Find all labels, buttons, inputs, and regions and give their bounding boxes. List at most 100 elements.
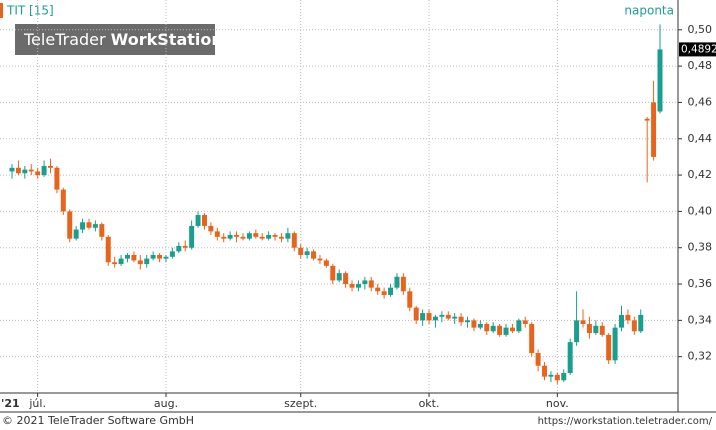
- candle-body: [651, 102, 657, 157]
- candle-body: [221, 236, 227, 239]
- candle-body: [574, 320, 580, 343]
- candle-body: [272, 235, 278, 237]
- candle-body: [60, 189, 66, 212]
- candle-body: [542, 365, 548, 377]
- candle-body: [118, 258, 124, 265]
- candle-body: [490, 325, 496, 332]
- candle-body: [458, 316, 464, 323]
- candle-body: [413, 307, 419, 321]
- y-tick-label: 0,42: [688, 168, 713, 181]
- candle-body: [503, 327, 509, 335]
- candle-body: [381, 291, 387, 295]
- candle-body: [445, 314, 451, 319]
- year-label: '21: [1, 397, 20, 410]
- last-price-box: [679, 42, 716, 57]
- logo-part: WorkStation: [111, 30, 223, 49]
- y-tick-label: 0,50: [688, 23, 713, 36]
- x-tick-label: nov.: [546, 397, 569, 410]
- footer-left: © 2021 TeleTrader Software GmbH: [2, 414, 194, 427]
- candle-body: [105, 236, 111, 263]
- candle-body: [157, 254, 163, 259]
- y-tick-label: 0,48: [688, 59, 713, 72]
- last-price-label: 0,4892: [681, 43, 716, 55]
- logo: TeleTrader WorkStation: [23, 30, 223, 49]
- candle-body: [28, 169, 34, 172]
- candle-body: [253, 233, 259, 237]
- candle-body: [567, 342, 573, 374]
- candle-body: [330, 265, 336, 281]
- x-tick-label: szept.: [284, 397, 317, 410]
- candle-body: [612, 327, 618, 361]
- candle-body: [92, 224, 98, 228]
- candle-body: [619, 314, 625, 328]
- candle-body: [349, 284, 355, 288]
- candle-body: [426, 313, 432, 321]
- candle-body: [73, 229, 79, 239]
- candle-body: [80, 222, 86, 230]
- y-tick-label: 0,44: [688, 132, 713, 145]
- y-tick-label: 0,34: [688, 313, 713, 326]
- candle-body: [99, 224, 105, 237]
- candle-body: [477, 323, 483, 328]
- candle-body: [497, 325, 503, 335]
- period-label: naponta: [624, 4, 674, 18]
- candle-body: [484, 323, 490, 332]
- candle-body: [234, 235, 240, 237]
- x-tick-label: okt.: [419, 397, 440, 410]
- candle-body: [144, 258, 150, 265]
- candle-body: [657, 49, 663, 112]
- candle-body: [432, 316, 438, 321]
- candle-body: [195, 215, 201, 226]
- candle-body: [201, 215, 207, 226]
- candle-body: [323, 260, 329, 266]
- candle-body: [317, 258, 323, 261]
- candle-body: [54, 167, 60, 190]
- candle-body: [266, 235, 272, 239]
- candle-body: [124, 254, 130, 259]
- candle-body: [586, 323, 592, 334]
- candle-body: [227, 235, 233, 239]
- candle-body: [304, 251, 310, 255]
- candle-body: [208, 225, 214, 232]
- footer-right: https://workstation.teletrader.com/: [538, 416, 713, 427]
- candle-body: [452, 316, 458, 319]
- candle-body: [22, 169, 28, 174]
- candle-body: [529, 323, 535, 354]
- candle-body: [336, 273, 342, 281]
- candle-body: [465, 320, 471, 323]
- x-tick-label: aug.: [154, 397, 178, 410]
- candle-body: [214, 231, 220, 237]
- candle-body: [548, 374, 554, 377]
- candle-body: [388, 287, 394, 295]
- candle-body: [554, 374, 560, 381]
- candle-body: [137, 260, 143, 265]
- candle-body: [169, 251, 175, 257]
- candle-body: [625, 314, 631, 321]
- candle-body: [291, 233, 297, 248]
- candle-body: [259, 236, 265, 239]
- candle-body: [343, 273, 349, 285]
- x-tick-label: júl.: [28, 397, 46, 410]
- candle-body: [580, 320, 586, 324]
- chart-title: TIT [15]: [6, 4, 54, 18]
- candle-body: [240, 236, 246, 239]
- candle-body: [298, 247, 304, 255]
- candle-body: [606, 334, 612, 361]
- candle-body: [189, 225, 195, 248]
- candle-body: [375, 287, 381, 292]
- y-tick-label: 0,46: [688, 95, 713, 108]
- candle-body: [311, 251, 317, 259]
- logo-box: [15, 24, 215, 55]
- candle-body: [420, 313, 426, 321]
- candle-body: [86, 222, 92, 228]
- candle-body: [394, 276, 400, 288]
- candle-body: [471, 320, 477, 328]
- candle-body: [41, 165, 47, 176]
- candle-body: [285, 233, 291, 239]
- candle-body: [368, 280, 374, 288]
- y-tick-label: 0,32: [688, 350, 713, 363]
- candle-body: [163, 256, 169, 259]
- candle-body: [362, 280, 368, 285]
